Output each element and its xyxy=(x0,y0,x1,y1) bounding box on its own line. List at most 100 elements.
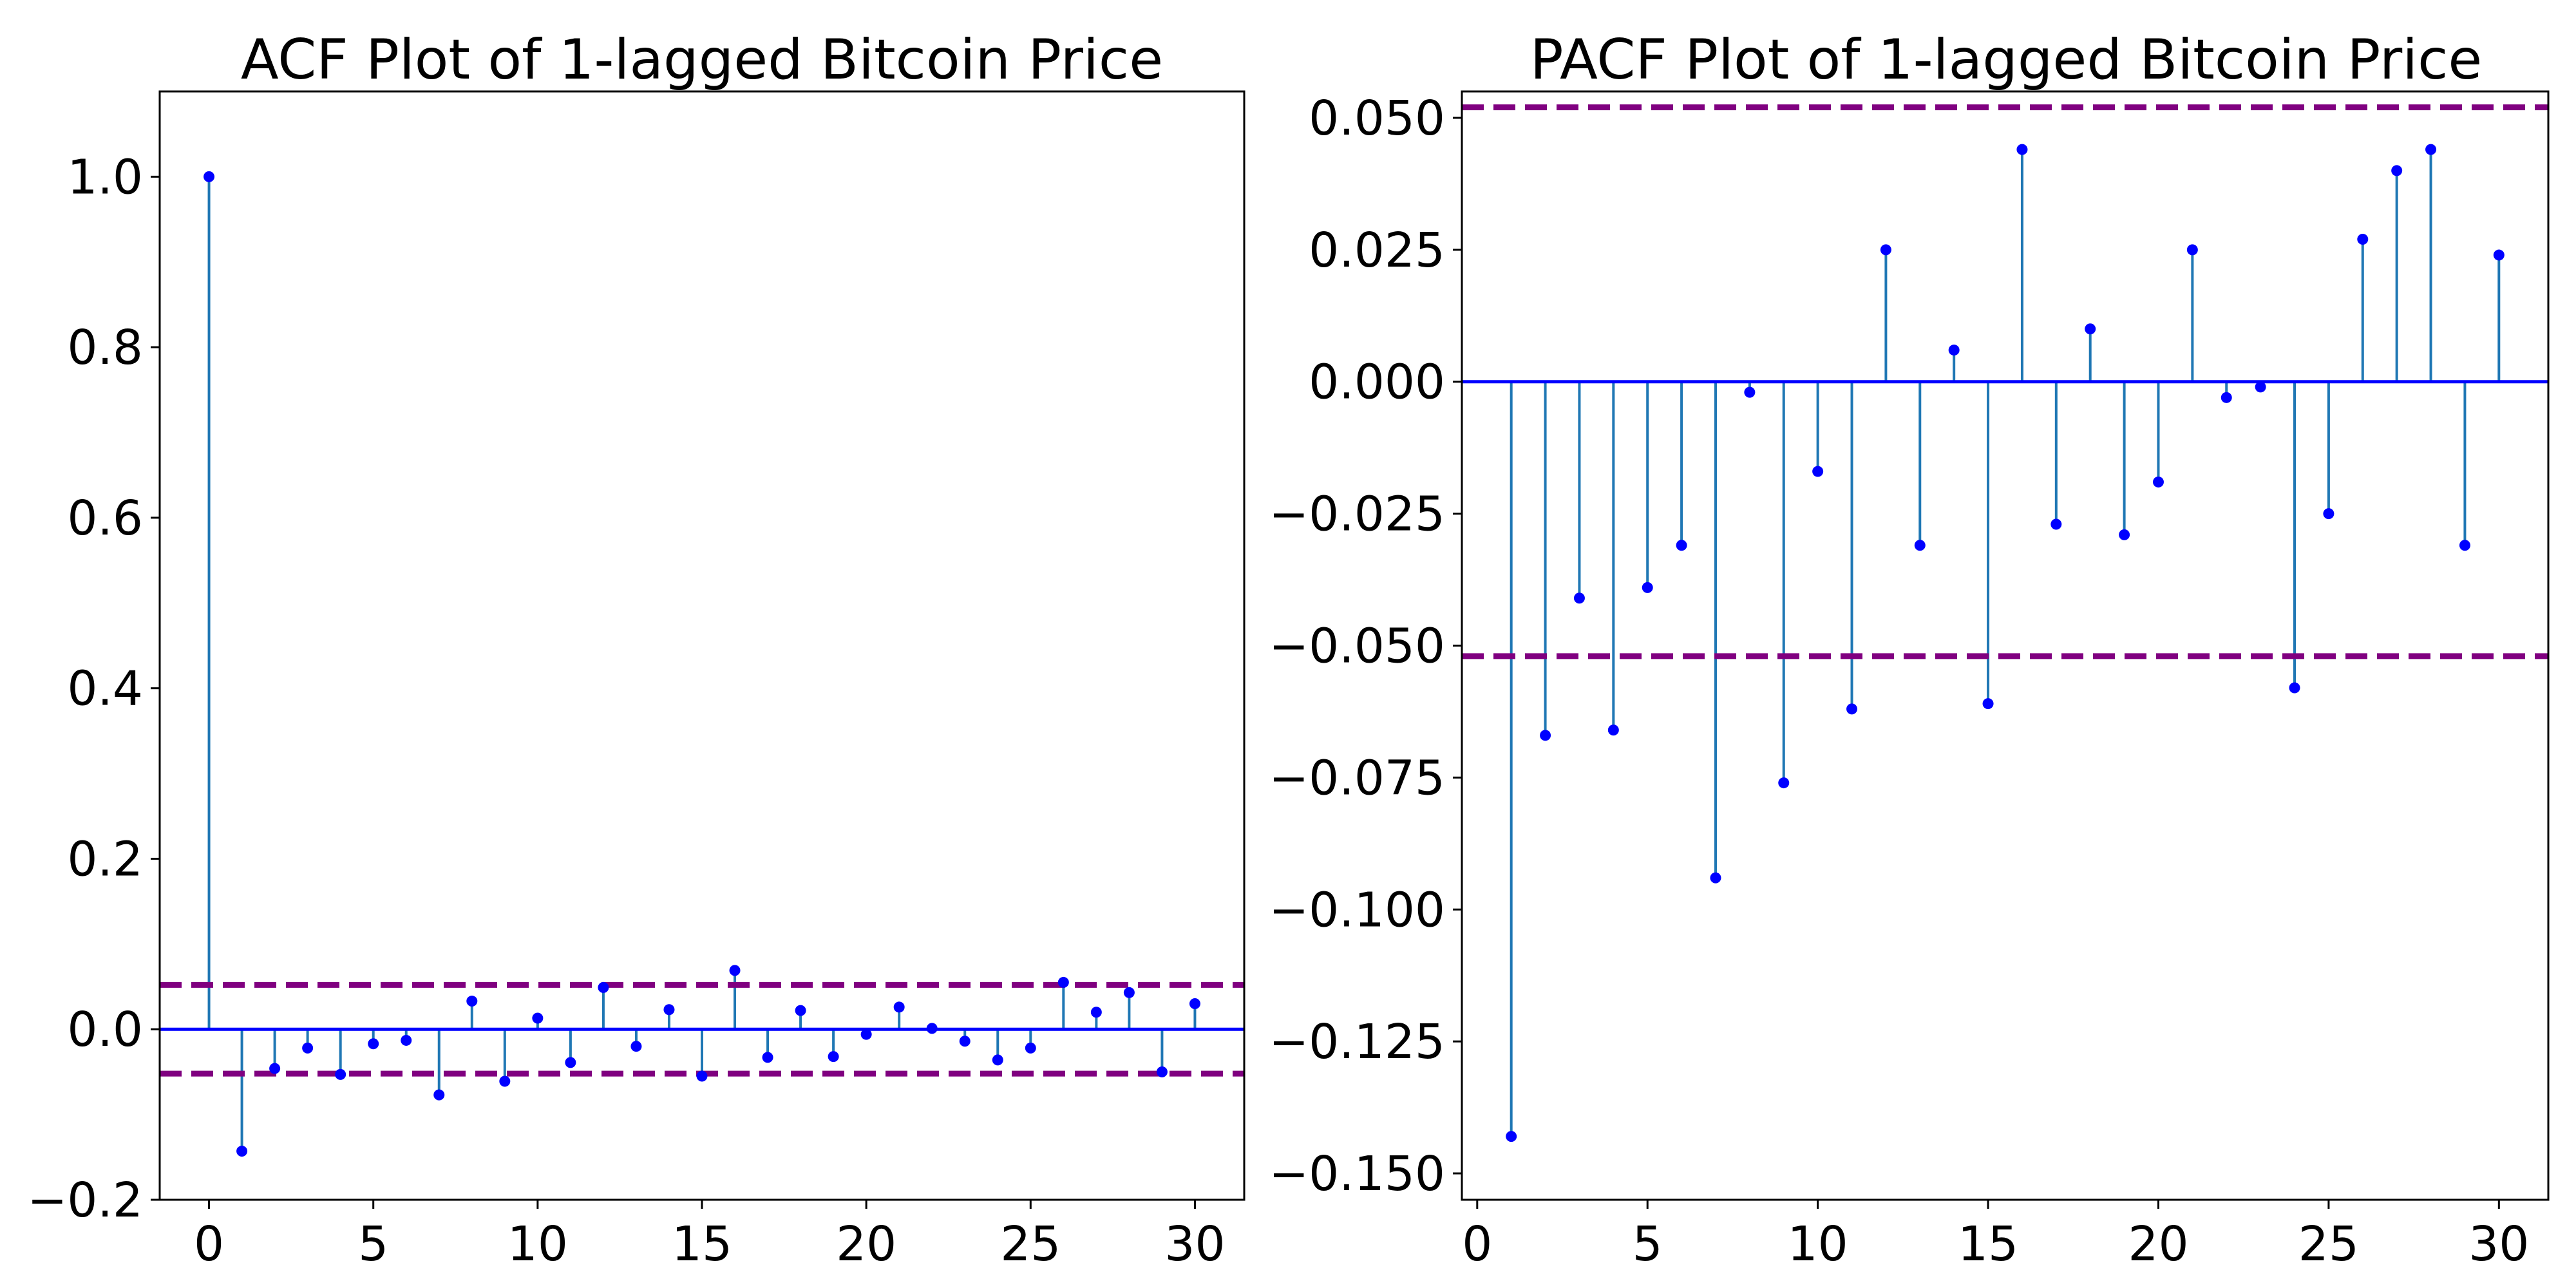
pacf-point xyxy=(1744,386,1756,398)
acf-point xyxy=(663,1004,675,1016)
pacf-point xyxy=(2459,540,2470,551)
pacf-x-tick-label: 5 xyxy=(1633,1217,1663,1272)
acf-point xyxy=(630,1041,642,1052)
pacf-point xyxy=(2221,392,2232,403)
acf-point xyxy=(696,1070,708,1082)
pacf-y-tick-label: 0.000 xyxy=(1309,355,1445,410)
acf-x-tick-label: 10 xyxy=(507,1217,568,1272)
pacf-point xyxy=(2425,144,2437,155)
acf-point xyxy=(499,1075,511,1087)
pacf-point xyxy=(1573,592,1585,604)
acf-y-tick-label: 0.8 xyxy=(67,320,143,375)
pacf-point xyxy=(2493,249,2505,261)
acf-point xyxy=(598,981,609,993)
acf-y-tick-label: 0.2 xyxy=(67,831,143,887)
pacf-point xyxy=(1676,540,1687,551)
pacf-x-tick-label: 30 xyxy=(2468,1217,2529,1272)
pacf-x-tick-label: 15 xyxy=(1958,1217,2018,1272)
pacf-point xyxy=(1506,1131,1517,1142)
acf-point xyxy=(992,1054,1003,1066)
pacf-y-tick-label: −0.075 xyxy=(1269,750,1445,806)
acf-point xyxy=(532,1012,544,1024)
pacf-point xyxy=(1540,730,1551,741)
pacf-point xyxy=(2050,518,2062,530)
acf-point xyxy=(1025,1042,1036,1054)
acf-x-tick-label: 20 xyxy=(836,1217,896,1272)
pacf-point xyxy=(2255,381,2266,393)
acf-point xyxy=(828,1051,839,1063)
acf-x-tick-label: 0 xyxy=(194,1217,224,1272)
pacf-title: PACF Plot of 1-lagged Bitcoin Price xyxy=(1530,28,2483,92)
acf-point xyxy=(565,1057,576,1068)
acf-x-tick-label: 5 xyxy=(358,1217,388,1272)
pacf-point xyxy=(1607,724,1619,736)
acf-x-tick-label: 30 xyxy=(1164,1217,1225,1272)
acf-point xyxy=(466,996,478,1007)
pacf-point xyxy=(1948,345,1960,356)
acf-point xyxy=(1123,987,1135,998)
acf-point xyxy=(204,171,215,182)
acf-panel: ACF Plot of 1-lagged Bitcoin Price 0 5 10 1… xyxy=(27,28,1245,1272)
acf-point xyxy=(269,1063,281,1074)
pacf-y-tick-label: −0.050 xyxy=(1269,619,1445,674)
acf-marks xyxy=(160,171,1244,1157)
pacf-point xyxy=(1880,244,1891,256)
acf-point xyxy=(762,1052,773,1063)
acf-title: ACF Plot of 1-lagged Bitcoin Price xyxy=(241,28,1163,92)
pacf-point xyxy=(2357,233,2369,245)
acf-y-tick-label: 1.0 xyxy=(67,149,143,205)
pacf-x-tick-label: 25 xyxy=(2298,1217,2359,1272)
acf-point xyxy=(1057,976,1069,988)
pacf-point xyxy=(1914,540,1926,551)
acf-point xyxy=(860,1028,872,1040)
pacf-y-tick-label: −0.150 xyxy=(1269,1146,1445,1202)
pacf-panel: PACF Plot of 1-lagged Bitcoin Price 0 5 10… xyxy=(1269,28,2550,1272)
pacf-y-tick-label: −0.100 xyxy=(1269,882,1445,938)
pacf-point xyxy=(1982,698,1994,710)
acf-point xyxy=(893,1001,905,1013)
pacf-point xyxy=(1710,872,1721,884)
pacf-point xyxy=(2186,244,2198,256)
acf-point xyxy=(795,1005,806,1016)
acf-y-tick-label: −0.2 xyxy=(27,1173,143,1228)
pacf-point xyxy=(2119,529,2130,540)
acf-point xyxy=(959,1036,971,1047)
pacf-point xyxy=(2323,508,2334,520)
acf-point xyxy=(433,1089,445,1101)
pacf-y-tick-label: 0.050 xyxy=(1309,91,1445,146)
pacf-point xyxy=(2152,476,2164,488)
pacf-point xyxy=(2085,323,2096,335)
pacf-x-tick-label: 10 xyxy=(1788,1217,1848,1272)
acf-x-tick-label: 25 xyxy=(1000,1217,1061,1272)
acf-x-tick-label: 15 xyxy=(672,1217,732,1272)
acf-point xyxy=(729,965,741,976)
pacf-y-tick-label: −0.025 xyxy=(1269,487,1445,542)
acf-point xyxy=(1090,1007,1102,1018)
pacf-point xyxy=(2016,144,2028,155)
acf-point xyxy=(302,1042,314,1054)
acf-y-tick-label: 0.4 xyxy=(67,661,143,717)
pacf-point xyxy=(1846,703,1858,715)
acf-point xyxy=(401,1034,412,1046)
acf-point xyxy=(236,1146,248,1157)
acf-point xyxy=(335,1068,346,1080)
pacf-y-tick-label: 0.025 xyxy=(1309,223,1445,278)
pacf-x-tick-label: 0 xyxy=(1462,1217,1492,1272)
acf-y-tick-label: 0.6 xyxy=(67,491,143,546)
acf-ticks: 0 5 10 15 20 25 30 −0.2 0.0 0.2 0.4 0.6 0.8 1.0 xyxy=(27,149,1225,1272)
acf-point xyxy=(1189,998,1200,1010)
pacf-ticks: 0 5 10 15 20 25 30 −0.150 −0.125 −0.100 −0.075 −0.0… xyxy=(1269,91,2529,1272)
pacf-point xyxy=(1642,582,1653,593)
acf-point xyxy=(368,1038,379,1050)
pacf-x-tick-label: 20 xyxy=(2128,1217,2188,1272)
acf-point xyxy=(926,1023,938,1034)
pacf-point xyxy=(1812,466,1824,477)
pacf-point xyxy=(1778,777,1790,789)
pacf-marks xyxy=(1462,104,2548,1142)
acf-y-tick-label: 0.0 xyxy=(67,1002,143,1057)
pacf-y-tick-label: −0.125 xyxy=(1269,1014,1445,1070)
pacf-point xyxy=(2289,682,2300,694)
pacf-point xyxy=(2391,165,2403,176)
acf-point xyxy=(1156,1066,1168,1077)
